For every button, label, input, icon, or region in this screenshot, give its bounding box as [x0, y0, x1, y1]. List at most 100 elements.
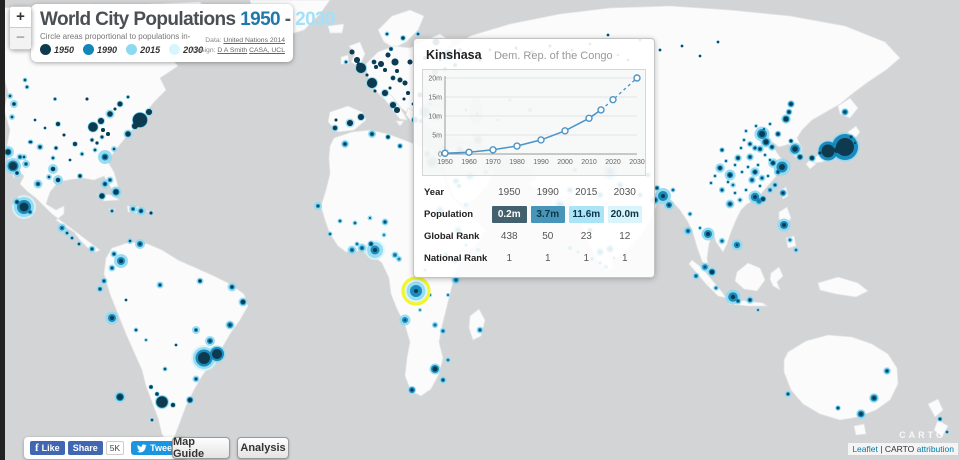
year-cell: 1990 [536, 186, 559, 198]
landmass-kyushu [805, 159, 817, 170]
analysis-button[interactable]: Analysis [237, 437, 289, 459]
design-credit-label: Design: [192, 47, 216, 55]
svg-text:2000: 2000 [557, 159, 573, 166]
svg-text:2030: 2030 [629, 159, 645, 166]
year-cell: 1950 [498, 186, 521, 198]
leaflet-link[interactable]: Leaflet [852, 444, 878, 454]
table-row-year: Year 1950 1990 2015 2030 [424, 181, 644, 203]
title-dash: - [284, 9, 291, 30]
landmass-tasmania [853, 423, 867, 436]
year-cell: 2015 [575, 186, 598, 198]
city-popup: Kinshasa Dem. Rep. of the Congo 0 5m 10m 15… [413, 38, 655, 278]
popup-table: Year 1950 1990 2015 2030 Population 0.2m… [414, 176, 654, 277]
population-chart-svg: 0 5m 10m 15m 20m 1950 1960 1970 1980 1990 2000 2010… [428, 74, 645, 166]
population-cell-1990: 3.7m [530, 205, 565, 223]
legend-label: 2015 [140, 44, 161, 55]
map-zoom-control: + − [9, 6, 32, 50]
tweet-label: Tweet [150, 443, 175, 453]
legend: 1950 1990 2015 2030 [40, 44, 284, 55]
svg-text:2010: 2010 [581, 159, 597, 166]
attribution-link[interactable]: attribution [916, 444, 954, 454]
title-year-start: 1950 [240, 9, 281, 30]
svg-text:10m: 10m [428, 114, 442, 121]
window-edge-strip [0, 0, 5, 460]
landmass-sulawesi [769, 266, 784, 291]
svg-text:1970: 1970 [485, 159, 501, 166]
legend-item-1990: 1990 [83, 44, 117, 55]
svg-text:20m: 20m [428, 76, 442, 83]
global-rank-cell: 12 [619, 230, 631, 242]
legend-swatch [169, 44, 181, 55]
svg-text:1960: 1960 [461, 159, 477, 166]
national-rank-cell: 1 [583, 252, 590, 264]
national-rank-cell: 1 [544, 252, 551, 264]
facebook-share-label: Share [72, 443, 98, 453]
landmass-borneo [734, 262, 766, 292]
zoom-in-button[interactable]: + [9, 6, 32, 28]
population-cell-2030: 20.0m [607, 205, 642, 223]
facebook-like-label: Like [41, 443, 60, 453]
landmass-nz-north [927, 398, 944, 418]
global-rank-cell: 438 [500, 230, 518, 242]
carto-watermark: CARTO [899, 430, 946, 440]
title-year-end: 2030 [295, 9, 335, 30]
national-rank-cell: 1 [506, 252, 513, 264]
global-rank-cell: 50 [542, 230, 554, 242]
legend-label: 2030 [183, 44, 204, 55]
year-cell: 2030 [613, 186, 636, 198]
landmass-new-guinea [817, 276, 869, 298]
map-guide-button[interactable]: Map Guide [172, 436, 230, 460]
selected-city-highlight-ring [401, 276, 431, 306]
design-credit-link-author[interactable]: D A Smith [217, 47, 248, 55]
facebook-icon: f [35, 441, 39, 454]
row-label-national-rank: National Rank [424, 252, 488, 264]
legend-swatch [126, 44, 138, 55]
population-cell-2015: 11.6m [569, 205, 604, 223]
legend-item-2015: 2015 [126, 44, 160, 55]
table-row-national-rank: National Rank 1 1 1 1 [424, 247, 644, 269]
svg-text:15m: 15m [428, 95, 442, 102]
global-rank-cell: 23 [580, 230, 592, 242]
population-cell-1950: 0.2m [492, 205, 527, 223]
svg-text:2020: 2020 [605, 159, 621, 166]
credits: Data: United Nations 2014 Design: D A Sm… [192, 36, 285, 56]
title-panel: World City Populations 1950 - 2030 Circl… [31, 4, 336, 62]
legend-item-2030: 2030 [169, 44, 203, 55]
national-rank-cell: 1 [621, 252, 628, 264]
row-label-population: Population [424, 208, 474, 220]
social-share-panel: f Like Share 5K Tweet [24, 437, 187, 459]
page-title: World City Populations 1950 - 2030 [40, 9, 336, 31]
landmass-sicily [395, 120, 405, 127]
subtitle: Circle areas proportional to populations… [40, 32, 191, 41]
svg-text:1980: 1980 [509, 159, 525, 166]
popup-city-name: Kinshasa [426, 48, 482, 62]
data-credit-label: Data: [205, 37, 222, 45]
popup-country-name: Dem. Rep. of the Congo [494, 50, 613, 62]
row-label-global-rank: Global Rank [424, 230, 480, 242]
landmass-iceland [327, 23, 345, 34]
landmass-iberia [327, 105, 367, 133]
legend-swatch [83, 44, 95, 55]
map-attribution: Leaflet | CARTO attribution [848, 443, 958, 455]
legend-label: 1950 [54, 44, 75, 55]
attribution-separator: | [880, 444, 883, 454]
legend-swatch [40, 44, 51, 55]
zoom-out-button[interactable]: − [9, 28, 32, 50]
landmass-nz-south [933, 419, 949, 438]
svg-text:1950: 1950 [437, 159, 453, 166]
design-credit-link-org[interactable]: CASA, UCL [249, 47, 285, 55]
svg-text:5m: 5m [432, 133, 442, 140]
population-chart: 0 5m 10m 15m 20m 1950 1960 1970 1980 1990 2000 2010… [422, 69, 646, 176]
svg-text:0: 0 [438, 152, 442, 159]
facebook-share-button[interactable]: Share [67, 441, 103, 455]
row-label-year: Year [424, 186, 445, 198]
tweet-button[interactable]: Tweet [131, 441, 181, 455]
table-row-population: Population 0.2m 3.7m 11.6m 20.0m [424, 203, 644, 225]
twitter-bird-icon [137, 443, 147, 452]
facebook-like-button[interactable]: f Like [30, 441, 65, 455]
carto-text: CARTO [884, 444, 915, 454]
popup-header: Kinshasa Dem. Rep. of the Congo [414, 39, 654, 69]
data-credit-link[interactable]: United Nations 2014 [223, 37, 285, 45]
table-row-global-rank: Global Rank 438 50 23 12 [424, 225, 644, 247]
